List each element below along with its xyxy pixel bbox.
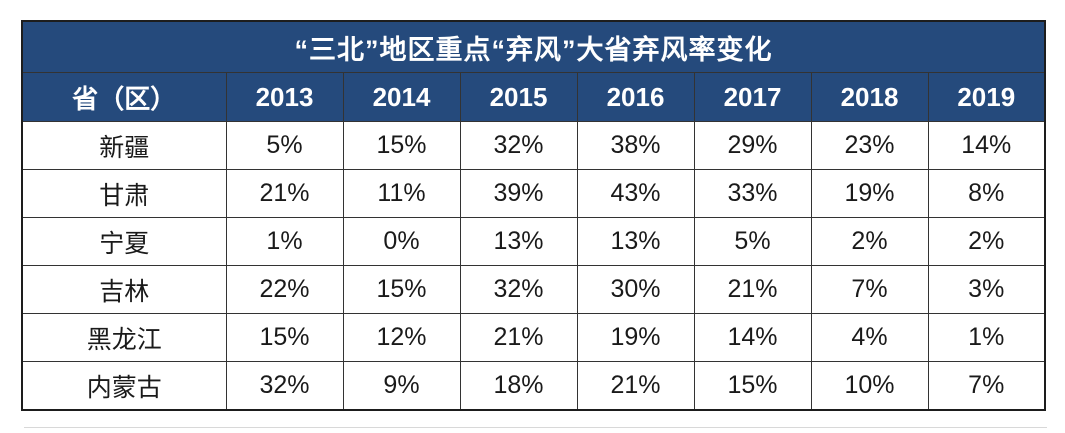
province-cell: 宁夏: [21, 217, 227, 266]
column-header-year: 2015: [459, 72, 578, 122]
value-cell: 11%: [342, 169, 461, 218]
value-cell: 2%: [927, 217, 1046, 266]
value-cell: 1%: [225, 217, 344, 266]
page-edge-line: [24, 427, 1047, 428]
column-header-year: 2019: [927, 72, 1046, 122]
table-title: “三北”地区重点“弃风”大省弃风率变化: [21, 20, 1046, 73]
value-cell: 10%: [810, 361, 929, 411]
value-cell: 30%: [576, 265, 695, 314]
value-cell: 19%: [576, 313, 695, 362]
value-cell: 15%: [342, 121, 461, 170]
value-cell: 7%: [927, 361, 1046, 411]
value-cell: 3%: [927, 265, 1046, 314]
value-cell: 38%: [576, 121, 695, 170]
value-cell: 13%: [576, 217, 695, 266]
value-cell: 15%: [225, 313, 344, 362]
table-row: 吉林 22% 15% 32% 30% 21% 7% 3%: [21, 265, 1046, 314]
value-cell: 33%: [693, 169, 812, 218]
value-cell: 13%: [459, 217, 578, 266]
value-cell: 43%: [576, 169, 695, 218]
province-cell: 吉林: [21, 265, 227, 314]
header-row: 省（区） 2013 2014 2015 2016 2017 2018 2019: [21, 72, 1046, 122]
value-cell: 2%: [810, 217, 929, 266]
value-cell: 9%: [342, 361, 461, 411]
column-header-year: 2018: [810, 72, 929, 122]
value-cell: 12%: [342, 313, 461, 362]
title-row: “三北”地区重点“弃风”大省弃风率变化: [21, 20, 1046, 73]
value-cell: 15%: [342, 265, 461, 314]
value-cell: 1%: [927, 313, 1046, 362]
curtailment-rate-table: “三北”地区重点“弃风”大省弃风率变化 省（区） 2013 2014 2015 …: [21, 20, 1046, 411]
value-cell: 39%: [459, 169, 578, 218]
value-cell: 14%: [927, 121, 1046, 170]
value-cell: 5%: [225, 121, 344, 170]
value-cell: 32%: [459, 265, 578, 314]
column-header-year: 2014: [342, 72, 461, 122]
value-cell: 0%: [342, 217, 461, 266]
table-row: 黑龙江 15% 12% 21% 19% 14% 4% 1%: [21, 313, 1046, 362]
value-cell: 8%: [927, 169, 1046, 218]
value-cell: 7%: [810, 265, 929, 314]
value-cell: 15%: [693, 361, 812, 411]
province-cell: 甘肃: [21, 169, 227, 218]
value-cell: 22%: [225, 265, 344, 314]
value-cell: 29%: [693, 121, 812, 170]
value-cell: 32%: [225, 361, 344, 411]
value-cell: 4%: [810, 313, 929, 362]
value-cell: 18%: [459, 361, 578, 411]
value-cell: 14%: [693, 313, 812, 362]
column-header-year: 2016: [576, 72, 695, 122]
table-row: 甘肃 21% 11% 39% 43% 33% 19% 8%: [21, 169, 1046, 218]
value-cell: 32%: [459, 121, 578, 170]
value-cell: 21%: [576, 361, 695, 411]
value-cell: 19%: [810, 169, 929, 218]
table-row: 宁夏 1% 0% 13% 13% 5% 2% 2%: [21, 217, 1046, 266]
province-cell: 黑龙江: [21, 313, 227, 362]
value-cell: 5%: [693, 217, 812, 266]
column-header-year: 2013: [225, 72, 344, 122]
value-cell: 21%: [225, 169, 344, 218]
value-cell: 21%: [459, 313, 578, 362]
value-cell: 21%: [693, 265, 812, 314]
province-cell: 新疆: [21, 121, 227, 170]
table-row: 内蒙古 32% 9% 18% 21% 15% 10% 7%: [21, 361, 1046, 411]
table-row: 新疆 5% 15% 32% 38% 29% 23% 14%: [21, 121, 1046, 170]
column-header-year: 2017: [693, 72, 812, 122]
column-header-province: 省（区）: [21, 72, 227, 122]
value-cell: 23%: [810, 121, 929, 170]
province-cell: 内蒙古: [21, 361, 227, 411]
